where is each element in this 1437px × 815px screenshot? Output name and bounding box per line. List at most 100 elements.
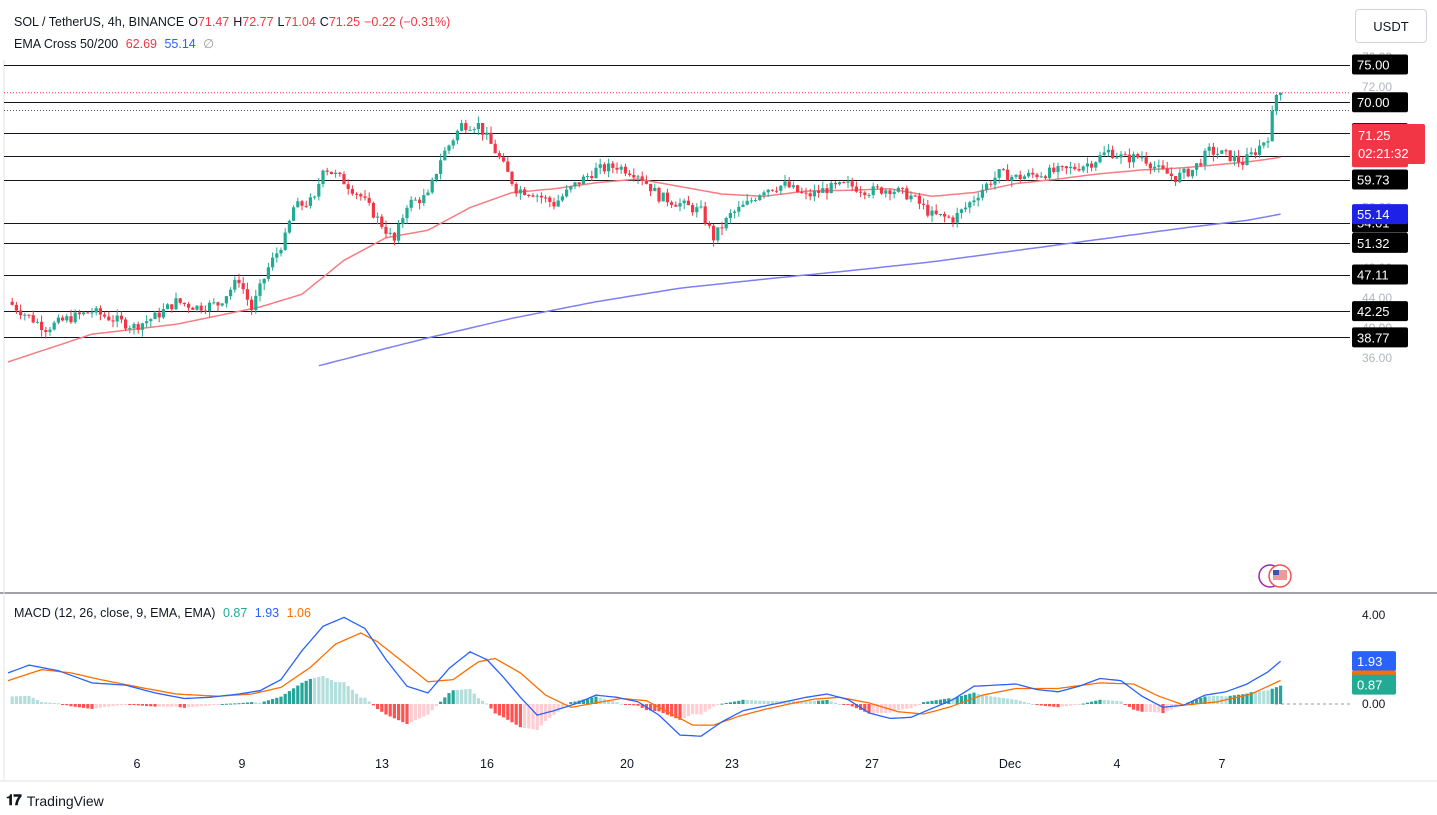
candle-body xyxy=(632,175,636,178)
candle-body xyxy=(686,200,690,206)
level-price-label-text: 59.73 xyxy=(1357,173,1390,188)
macd-hist-bar xyxy=(308,678,312,704)
candle-body xyxy=(237,279,241,284)
candle-body xyxy=(548,197,552,202)
ema-legend[interactable]: EMA Cross 50/200 62.69 55.14 ∅ xyxy=(14,36,218,51)
candle-body xyxy=(35,321,39,323)
macd-hist-bar xyxy=(1216,695,1220,704)
macd-hist-bar xyxy=(930,700,934,704)
candle-body xyxy=(691,205,695,213)
macd-hist-bar xyxy=(586,698,590,704)
candle-body xyxy=(1148,163,1152,169)
macd-hist-bar xyxy=(514,704,518,725)
macd-hist-bar xyxy=(783,701,787,704)
symbol-title[interactable]: SOL / TetherUS, 4h, BINANCE xyxy=(14,15,185,29)
macd-hist-bar xyxy=(867,704,871,714)
candle-body xyxy=(741,204,745,207)
candle-body xyxy=(1027,172,1031,177)
macd-hist-bar xyxy=(791,700,795,704)
candle-body xyxy=(905,188,909,200)
candle-body xyxy=(1123,154,1127,156)
candle-body xyxy=(287,220,291,233)
macd-hist-bar xyxy=(1090,701,1094,704)
macd-hist-bar xyxy=(1060,704,1064,707)
close-label: C xyxy=(319,15,329,29)
candle-body xyxy=(598,164,602,168)
macd-hist-bar xyxy=(594,696,598,704)
candle-body xyxy=(955,212,959,223)
candle-body xyxy=(518,189,522,194)
macd-hist-bar xyxy=(1022,701,1026,704)
candle-body xyxy=(363,196,367,198)
candle-body xyxy=(98,308,102,315)
open-label: O xyxy=(188,15,198,29)
candle-body xyxy=(728,213,732,219)
macd-hist-bar xyxy=(665,704,669,715)
macd-legend[interactable]: MACD (12, 26, close, 9, EMA, EMA) 0.87 1… xyxy=(14,606,315,620)
candle-body xyxy=(938,213,942,215)
candle-body xyxy=(796,185,800,192)
candle-body xyxy=(245,289,249,300)
candle-body xyxy=(384,226,388,234)
macd-hist-bar xyxy=(850,704,854,707)
macd-hist-bar xyxy=(115,704,119,706)
candle-body xyxy=(1132,154,1136,163)
candle-body xyxy=(31,315,35,323)
candle-body xyxy=(61,317,65,321)
macd-line xyxy=(7,616,1282,737)
macd-hist-bar xyxy=(82,704,86,708)
candle-body xyxy=(909,195,913,200)
macd-hist-bar xyxy=(1262,690,1266,704)
macd-hist-bar xyxy=(531,704,535,730)
event-flag-canton xyxy=(1273,570,1279,575)
macd-hist-bar xyxy=(199,704,203,707)
macd-hist-bar xyxy=(342,682,346,704)
macd-hist-bar xyxy=(489,704,493,709)
time-tick-label: 13 xyxy=(375,757,389,771)
candle-body xyxy=(985,183,989,190)
candle-body xyxy=(103,314,107,317)
macd-value-label: 0.87 xyxy=(1352,674,1396,695)
currency-button[interactable]: USDT xyxy=(1355,9,1427,43)
macd-hist-bar xyxy=(1127,704,1131,707)
candle-body xyxy=(787,181,791,188)
macd-signal-line xyxy=(7,632,1281,726)
candle-body xyxy=(586,176,590,178)
candle-body xyxy=(535,195,539,197)
macd-hist-bar xyxy=(208,704,212,706)
macd-signal-value: 1.06 xyxy=(286,606,311,620)
candle-body xyxy=(867,195,871,197)
candle-body xyxy=(829,182,833,194)
candle-body xyxy=(451,140,455,146)
macd-hist-bar xyxy=(523,704,527,728)
macd-hist-bar xyxy=(825,699,829,704)
candle-body xyxy=(10,301,14,305)
candle-body xyxy=(934,210,938,215)
level-price-label-text: 70.00 xyxy=(1357,95,1390,110)
candle-body xyxy=(812,190,816,197)
candle-body xyxy=(338,172,342,175)
candle-body xyxy=(250,299,254,311)
macd-hist-bar xyxy=(1245,693,1249,704)
candle-body xyxy=(1119,154,1123,158)
level-price-label-box xyxy=(1352,301,1408,322)
macd-hist-bar xyxy=(195,704,199,707)
candle-body xyxy=(930,210,934,216)
high-value: 72.77 xyxy=(242,15,274,29)
candle-body xyxy=(737,206,741,212)
candle-body xyxy=(86,312,90,314)
macd-hist-bar xyxy=(212,704,216,705)
candle-body xyxy=(875,186,879,188)
macd-hist-bar xyxy=(1266,690,1270,704)
tradingview-brand[interactable]: 𝟏𝟕 TradingView xyxy=(6,792,104,809)
candle-body xyxy=(649,183,653,192)
macd-hist-bar xyxy=(384,704,388,715)
candle-body xyxy=(304,205,308,207)
candle-body xyxy=(1241,162,1245,165)
macd-hist-bar xyxy=(1199,697,1203,704)
macd-hist-bar xyxy=(707,704,711,710)
macd-histogram xyxy=(10,676,1283,731)
macd-hist-bar xyxy=(359,697,363,704)
macd-hist-bar xyxy=(854,704,858,709)
